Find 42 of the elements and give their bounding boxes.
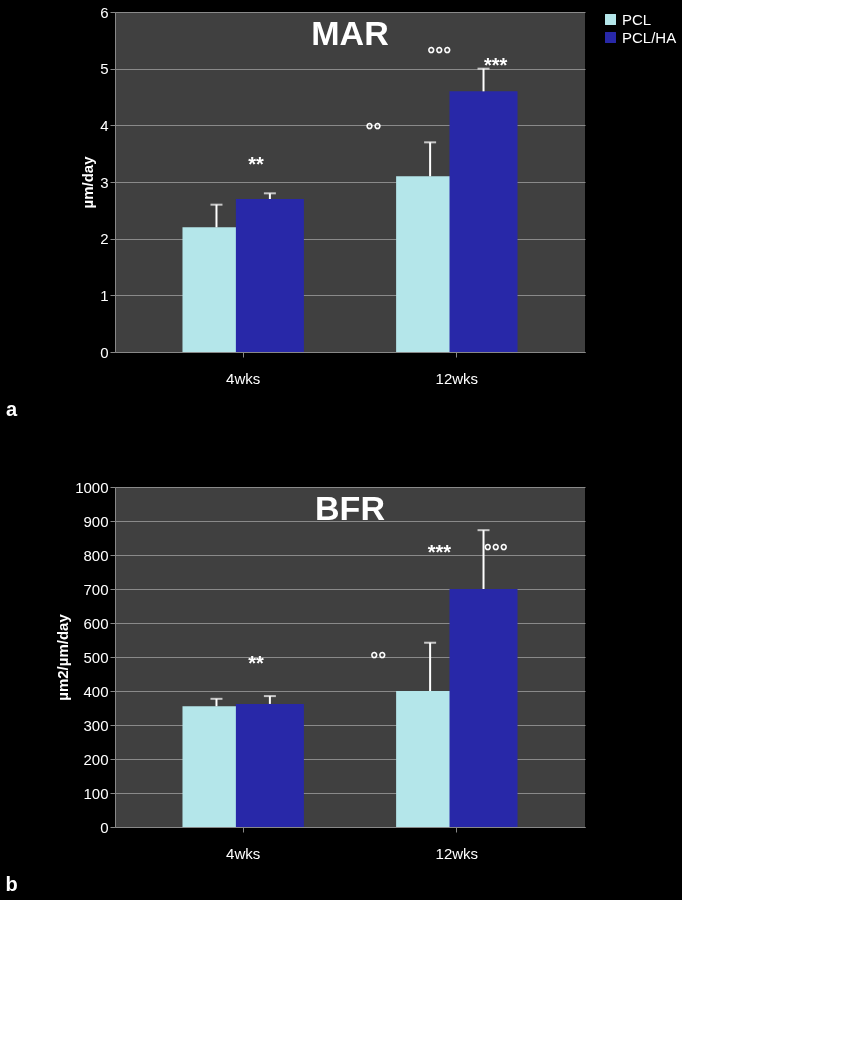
y-tick-label: 6 bbox=[100, 3, 109, 21]
chart-title: MAR bbox=[311, 14, 389, 52]
y-tick-label: 2 bbox=[100, 230, 109, 248]
y-tick-label: 900 bbox=[83, 512, 109, 530]
y-tick-label: 0 bbox=[100, 343, 109, 361]
y-axis-title: µm/day bbox=[79, 155, 97, 209]
y-tick-label: 200 bbox=[83, 750, 109, 768]
x-tick-label: 12wks bbox=[435, 844, 479, 862]
legend-label: PCL bbox=[622, 10, 652, 28]
y-tick-label: 0 bbox=[100, 818, 109, 836]
y-tick-label: 700 bbox=[83, 580, 109, 598]
x-tick-label: 4wks bbox=[226, 844, 261, 862]
legend-label: PCL/HA bbox=[622, 28, 677, 46]
y-tick-label: 3 bbox=[100, 173, 109, 191]
bar bbox=[235, 703, 304, 827]
text: b bbox=[5, 872, 18, 895]
y-tick-label: 300 bbox=[83, 716, 109, 734]
y-tick-label: 1000 bbox=[75, 478, 109, 496]
y-tick-label: 400 bbox=[83, 682, 109, 700]
y-tick-label: 600 bbox=[83, 614, 109, 632]
annotation: ** bbox=[248, 651, 264, 674]
x-tick-label: 4wks bbox=[226, 369, 261, 387]
annotation: *** bbox=[484, 54, 508, 77]
bar bbox=[449, 589, 518, 827]
y-tick-label: 1 bbox=[100, 286, 109, 304]
chart-title: BFR bbox=[315, 489, 385, 527]
annotation: *** bbox=[427, 541, 452, 564]
y-axis-title: µm2/µm/day bbox=[54, 613, 72, 701]
y-tick-label: 100 bbox=[83, 784, 109, 802]
annotation: °°° bbox=[483, 539, 508, 562]
annotation: °°° bbox=[427, 42, 452, 65]
text: a bbox=[6, 397, 19, 420]
annotation: °° bbox=[370, 648, 387, 671]
y-tick-label: 5 bbox=[100, 60, 109, 78]
bar bbox=[449, 91, 518, 352]
y-tick-label: 4 bbox=[100, 116, 109, 134]
x-tick-label: 12wks bbox=[435, 369, 479, 387]
bar bbox=[235, 199, 304, 352]
annotation: °° bbox=[365, 119, 382, 141]
annotation: ** bbox=[248, 153, 264, 175]
y-tick-label: 800 bbox=[83, 546, 109, 564]
y-tick-label: 500 bbox=[83, 648, 109, 666]
